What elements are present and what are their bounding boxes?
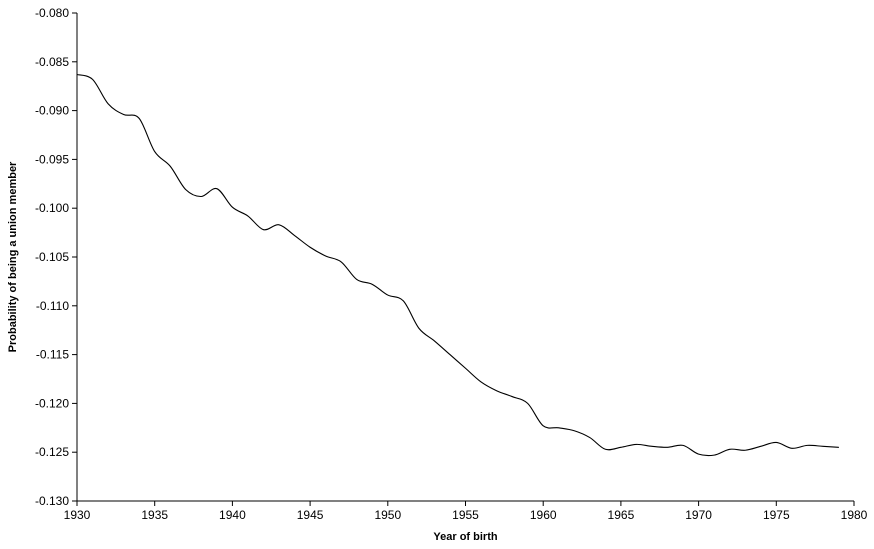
series-layer	[76, 73, 840, 457]
x-tick-label: 1960	[530, 508, 557, 522]
x-tick-label: 1955	[452, 508, 479, 522]
y-tick-label: -0.100	[35, 201, 69, 215]
y-tick-label: -0.105	[35, 250, 69, 264]
y-tick-label: -0.120	[35, 396, 69, 410]
x-tick-label: 1930	[64, 508, 91, 522]
x-tick-label: 1945	[297, 508, 324, 522]
y-tick-label: -0.095	[35, 152, 69, 166]
y-tick-label: -0.080	[35, 6, 69, 20]
series-line	[76, 73, 840, 457]
x-tick-label: 1980	[841, 508, 868, 522]
y-axis-title: Probability of being a union member	[7, 161, 19, 352]
x-tick-label: 1975	[763, 508, 790, 522]
y-tick-label: -0.115	[36, 348, 69, 362]
x-tick-label: 1935	[141, 508, 168, 522]
y-axis: -0.080 -0.085 -0.090 -0.095 -0.100 -0.105 -0.1…	[35, 6, 78, 508]
y-tick-label: -0.125	[35, 445, 69, 459]
y-tick-label: -0.085	[35, 55, 69, 69]
y-tick-label: -0.110	[36, 299, 69, 313]
x-tick-label: 1970	[685, 508, 712, 522]
x-tick-label: 1940	[219, 508, 246, 522]
x-tick-label: 1950	[374, 508, 401, 522]
x-axis-title: Year of birth	[433, 531, 497, 543]
y-tick-label: -0.090	[35, 104, 69, 118]
x-axis: 1930 1935 1940 1945 1950 1955 1960 1965 1970 1975…	[64, 500, 868, 522]
x-tick-label: 1965	[608, 508, 635, 522]
y-tick-label: -0.130	[35, 494, 69, 508]
